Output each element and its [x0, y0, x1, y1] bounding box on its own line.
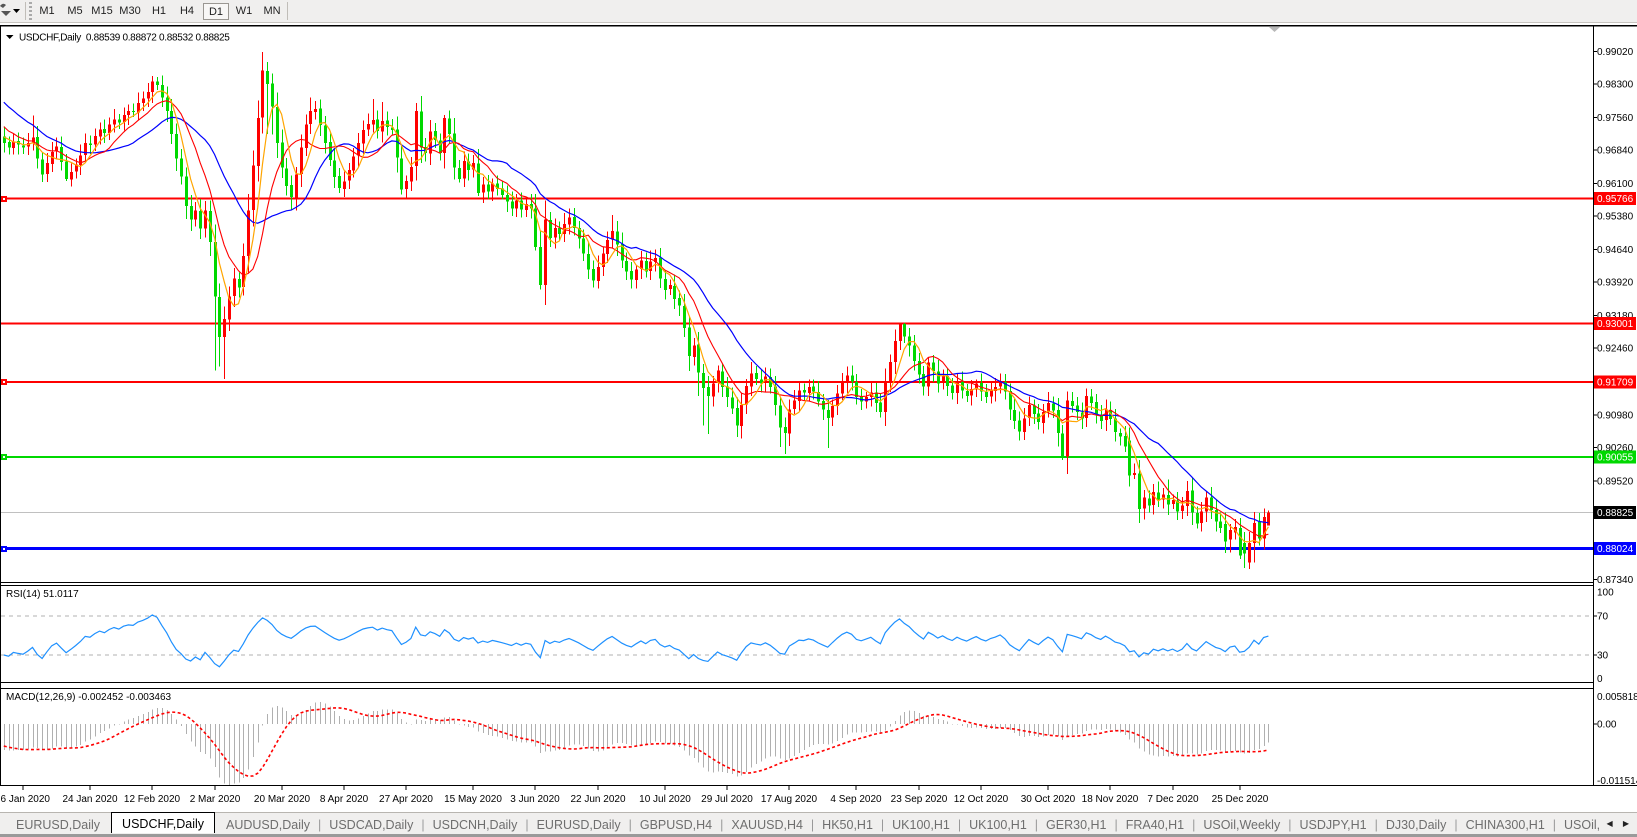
svg-text:10 Jul 2020: 10 Jul 2020 [639, 794, 691, 805]
svg-text:0.92460: 0.92460 [1597, 344, 1634, 355]
svg-text:22 Jun 2020: 22 Jun 2020 [570, 794, 625, 805]
svg-text:25 Dec 2020: 25 Dec 2020 [1212, 794, 1269, 805]
svg-text:0.90055: 0.90055 [1597, 452, 1634, 463]
svg-text:6 Jan 2020: 6 Jan 2020 [1, 794, 51, 805]
svg-text:0.87340: 0.87340 [1597, 575, 1634, 586]
svg-text:18 Nov 2020: 18 Nov 2020 [1082, 794, 1139, 805]
svg-text:24 Jan 2020: 24 Jan 2020 [62, 794, 117, 805]
svg-text:15 May 2020: 15 May 2020 [444, 794, 502, 805]
svg-text:0.93180: 0.93180 [1597, 311, 1634, 322]
svg-text:12 Feb 2020: 12 Feb 2020 [124, 794, 181, 805]
svg-text:0.88024: 0.88024 [1597, 544, 1634, 555]
svg-text:0.95380: 0.95380 [1597, 212, 1634, 223]
svg-text:27 Apr 2020: 27 Apr 2020 [379, 794, 433, 805]
svg-text:29 Jul 2020: 29 Jul 2020 [701, 794, 753, 805]
svg-text:0.96840: 0.96840 [1597, 146, 1634, 157]
svg-text:0.00: 0.00 [1597, 719, 1617, 730]
svg-text:12 Oct 2020: 12 Oct 2020 [954, 794, 1009, 805]
svg-text:0.95766: 0.95766 [1597, 194, 1634, 205]
svg-text:0.98300: 0.98300 [1597, 80, 1634, 91]
svg-text:0.94640: 0.94640 [1597, 245, 1634, 256]
svg-text:7 Dec 2020: 7 Dec 2020 [1147, 794, 1199, 805]
svg-text:0.99020: 0.99020 [1597, 47, 1634, 58]
svg-text:2 Mar 2020: 2 Mar 2020 [190, 794, 241, 805]
svg-text:20 Mar 2020: 20 Mar 2020 [254, 794, 311, 805]
svg-text:17 Aug 2020: 17 Aug 2020 [761, 794, 818, 805]
svg-text:0.93001: 0.93001 [1597, 319, 1634, 330]
svg-text:100: 100 [1597, 588, 1614, 599]
svg-text:3 Jun 2020: 3 Jun 2020 [510, 794, 560, 805]
svg-text:0.91709: 0.91709 [1597, 378, 1634, 389]
svg-text:23 Sep 2020: 23 Sep 2020 [891, 794, 948, 805]
svg-text:0.88825: 0.88825 [1597, 508, 1634, 519]
svg-text:0: 0 [1597, 674, 1603, 685]
svg-text:0.89520: 0.89520 [1597, 477, 1634, 488]
svg-text:0.90980: 0.90980 [1597, 411, 1634, 422]
svg-text:USDCHF,Daily 0.88539 0.88872: USDCHF,Daily 0.88539 0.88872 0.88532 0.8… [19, 33, 230, 44]
svg-text:4 Sep 2020: 4 Sep 2020 [830, 794, 882, 805]
svg-text:0.90260: 0.90260 [1597, 443, 1634, 454]
svg-text:0.97560: 0.97560 [1597, 113, 1634, 124]
svg-text:0.005818: 0.005818 [1597, 692, 1637, 703]
svg-text:0.96100: 0.96100 [1597, 179, 1634, 190]
svg-text:-0.011514: -0.011514 [1597, 776, 1637, 787]
svg-text:RSI(14) 51.0117: RSI(14) 51.0117 [6, 589, 79, 600]
svg-text:0.93920: 0.93920 [1597, 278, 1634, 289]
svg-text:MACD(12,26,9) -0.002452 -0.003: MACD(12,26,9) -0.002452 -0.003463 [6, 692, 172, 703]
svg-text:8 Apr 2020: 8 Apr 2020 [320, 794, 369, 805]
svg-text:30 Oct 2020: 30 Oct 2020 [1021, 794, 1076, 805]
svg-text:70: 70 [1597, 612, 1609, 623]
svg-text:30: 30 [1597, 650, 1609, 661]
